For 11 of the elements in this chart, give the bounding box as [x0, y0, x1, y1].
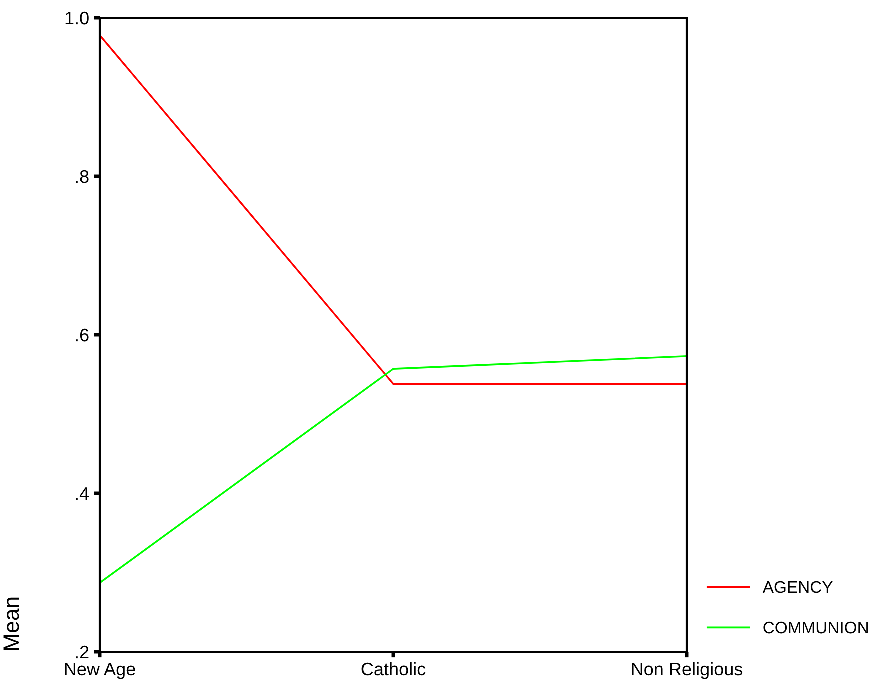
y-tick-label: 1.0 [66, 12, 89, 25]
y-axis-title: Mean [4, 598, 20, 650]
x-tick-label: Catholic [362, 662, 426, 676]
x-tick-label: Non Religious [632, 662, 743, 680]
y-tick-label: .6 [76, 328, 89, 342]
y-tick-label: .8 [76, 170, 89, 184]
legend-label: COMMUNION [764, 622, 868, 634]
y-tick-label: .4 [76, 488, 90, 500]
y-tick-label: .2 [76, 646, 89, 659]
legend-label: AGENCY [762, 581, 833, 594]
x-tick-label: New Age [65, 663, 136, 680]
